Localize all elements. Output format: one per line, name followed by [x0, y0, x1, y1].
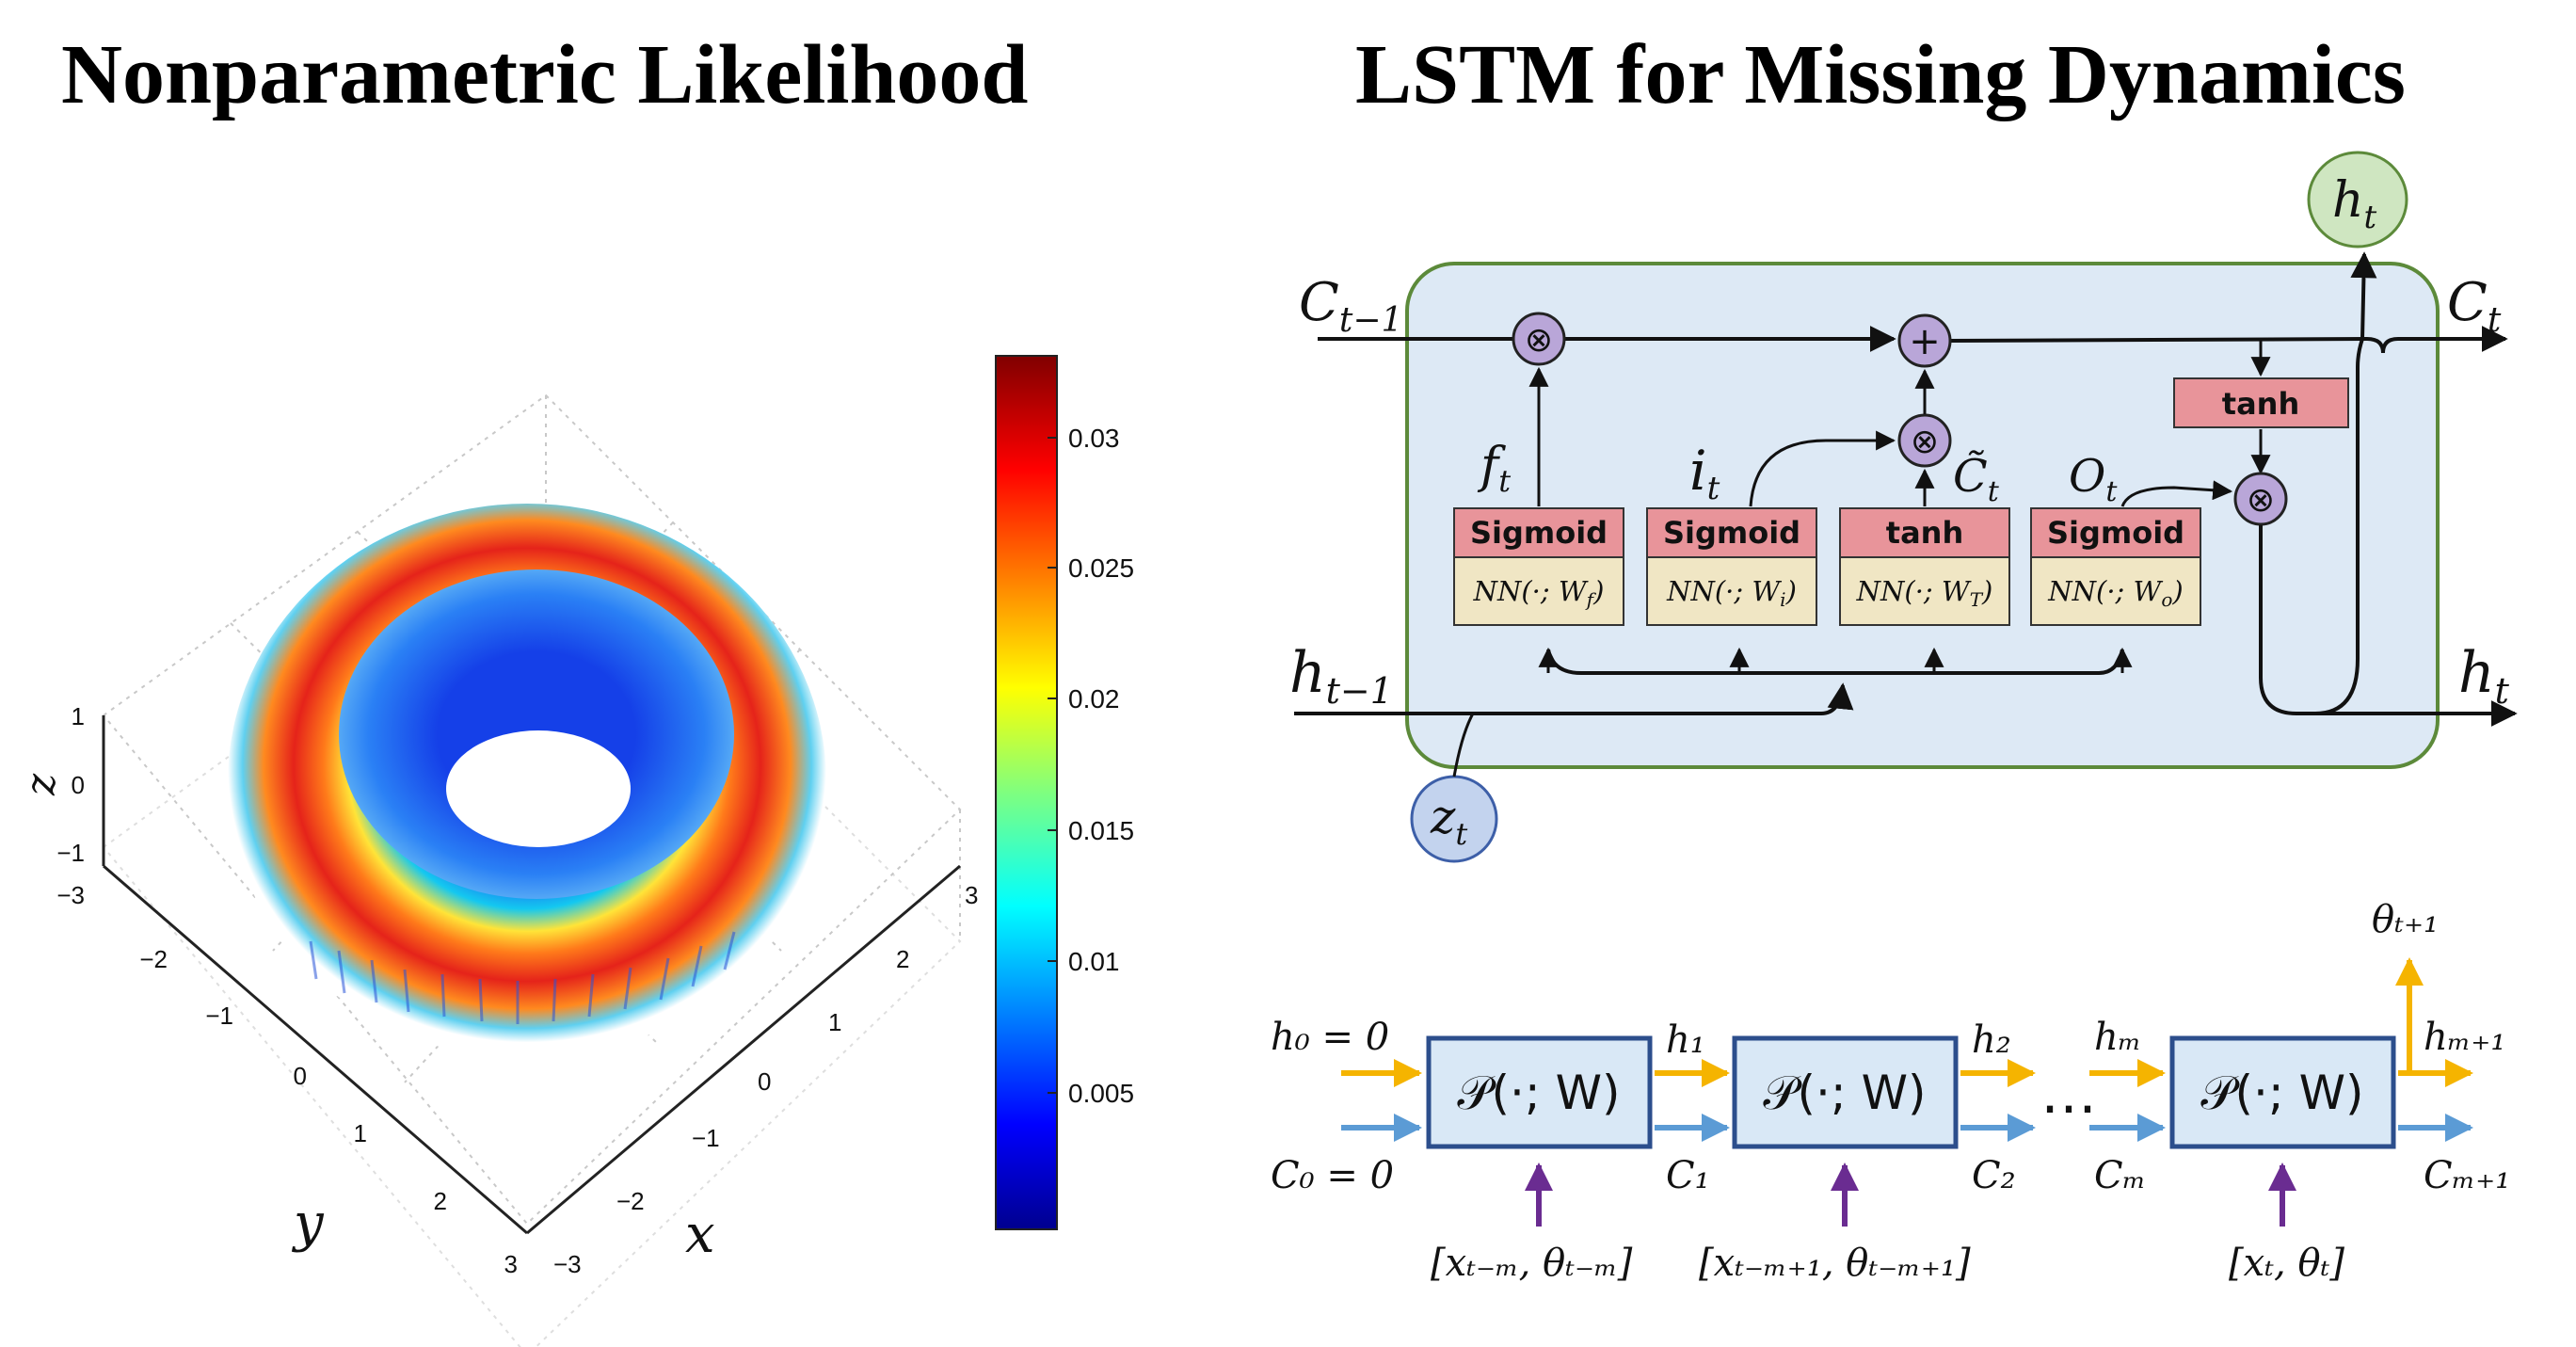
label-o: Ot — [2069, 450, 2118, 508]
y-axis-ticks: −3 −2 −1 0 1 2 3 — [56, 881, 518, 1278]
y-tick: −1 — [205, 1002, 233, 1030]
y-tick: 0 — [294, 1062, 307, 1090]
cm-label: Cₘ — [2094, 1154, 2146, 1197]
forget-multiply-node — [1512, 312, 1566, 366]
colorbar: 0.03 0.025 0.02 0.015 0.01 0.005 — [995, 355, 1134, 1230]
theta-out-label: θₜ₊₁ — [2372, 898, 2439, 941]
chain-block-label: 𝒫(·; W) — [2200, 1066, 2363, 1120]
y-axis-label: y — [291, 1193, 325, 1254]
colorbar-tick: 0.02 — [1068, 684, 1120, 714]
colorbar-tick: 0.025 — [1068, 553, 1134, 583]
output-tanh-label: tanh — [2222, 386, 2299, 422]
c-prev-label: Ct−1 — [1299, 272, 1402, 340]
h-line-out — [2259, 525, 2518, 727]
colorbar-tick: 0.015 — [1068, 816, 1134, 845]
colorbar-tick: 0.03 — [1068, 424, 1120, 453]
h-line-branch — [1459, 682, 1854, 715]
lstm-cell-diagram: ht zt Ct−1 Ct ht−1 ht Sigmoid NN(·; Wf) — [1289, 151, 2518, 863]
h-prev-label: ht−1 — [1289, 640, 1393, 712]
chain-input-3: [xₜ, θₜ] — [2229, 1242, 2344, 1285]
h1-label: h₁ — [1666, 1018, 1705, 1062]
plot-axes — [102, 715, 961, 1235]
colorbar-tick: 0.005 — [1068, 1079, 1134, 1108]
gate-output: Sigmoid NN(·; Wo) — [2030, 507, 2201, 626]
h2-label: h₂ — [1972, 1018, 2011, 1062]
chain-block-2 — [1732, 1035, 1959, 1149]
gate-network: NN(·; Wo) — [2047, 575, 2183, 611]
plus-symbol: + — [1909, 320, 1941, 363]
x-tick: 1 — [828, 1008, 841, 1036]
x-tick: 3 — [965, 881, 978, 909]
z-input-label: zt — [1430, 790, 1467, 852]
x-axis-label: x — [685, 1204, 715, 1265]
colorbar-gradient — [995, 355, 1058, 1230]
gate-activation: Sigmoid — [2047, 515, 2184, 551]
y-tick: 1 — [354, 1119, 367, 1147]
y-tick: 3 — [504, 1250, 518, 1278]
c-out-label: Ct — [2447, 272, 2502, 340]
z-tick: −1 — [56, 839, 85, 867]
h-line-up — [2314, 251, 2377, 715]
x-tick: −3 — [553, 1250, 582, 1278]
c1-label: C₁ — [1666, 1154, 1710, 1197]
z-axis-label: z — [17, 773, 65, 796]
gate-input: Sigmoid NN(·; Wi) — [1646, 507, 1817, 626]
input-multiply-node — [1897, 413, 1952, 468]
gate-candidate: tanh NN(·; WT) — [1839, 507, 2010, 626]
torus-plot: 1 0 −1 z −3 −2 −1 0 1 2 3 y −3 −2 −1 0 1… — [17, 393, 978, 1347]
x-tick: 0 — [758, 1067, 771, 1096]
gate-network: NN(·; WT) — [1856, 575, 1993, 611]
hm1-label: hₘ₊₁ — [2424, 1016, 2505, 1059]
c0-label: C₀ = 0 — [1271, 1154, 1394, 1197]
output-tanh-box — [2173, 377, 2349, 428]
h-top-node — [2307, 151, 2408, 249]
chain-block-label: 𝒫(·; W) — [1457, 1066, 1620, 1120]
z-axis-ticks: 1 0 −1 — [56, 702, 85, 867]
gate-network: NN(·; Wf) — [1473, 575, 1605, 611]
z-connector — [1452, 713, 1475, 778]
h0-label: h₀ = 0 — [1271, 1016, 1389, 1059]
multiply-symbol: ⊗ — [1525, 321, 1553, 360]
c-line-out — [1947, 326, 2508, 354]
lstm-chain-diagram: 𝒫(·; W) 𝒫(·; W) 𝒫(·; W) — [1271, 898, 2510, 1285]
x-tick: 2 — [896, 945, 909, 973]
hm-label: hₘ — [2094, 1016, 2141, 1059]
h-out-label: ht — [2458, 640, 2510, 712]
cm1-label: Cₘ₊₁ — [2424, 1154, 2510, 1197]
gate-forget: Sigmoid NN(·; Wf) — [1453, 507, 1624, 626]
x-axis-ticks: −3 −2 −1 0 1 2 3 — [553, 881, 978, 1278]
gate-activation: tanh — [1886, 515, 1963, 551]
x-tick: −1 — [692, 1124, 720, 1152]
label-i: it — [1689, 439, 1720, 507]
y-tick: −3 — [56, 881, 85, 909]
right-panel-title: LSTM for Missing Dynamics — [1355, 28, 2406, 121]
chain-input-2: [xₜ₋ₘ₊₁, θₜ₋ₘ₊₁] — [1699, 1242, 1971, 1285]
chain-block-label: 𝒫(·; W) — [1763, 1066, 1926, 1120]
label-c-tilde: C̃t — [1953, 448, 2000, 508]
colorbar-tick: 0.01 — [1068, 947, 1120, 976]
left-panel-title: Nonparametric Likelihood — [61, 28, 1029, 121]
z-tick: 0 — [72, 771, 85, 799]
gate-network: NN(·; Wi) — [1666, 575, 1797, 611]
chain-block-1 — [1426, 1035, 1653, 1149]
chain-block-3 — [2169, 1035, 2396, 1149]
gate-activation: Sigmoid — [1470, 515, 1608, 551]
y-tick: −2 — [139, 945, 168, 973]
c2-label: C₂ — [1972, 1154, 2016, 1197]
gate-activation: Sigmoid — [1663, 515, 1800, 551]
chain-input-1: [xₜ₋ₘ, θₜ₋ₘ] — [1431, 1242, 1633, 1285]
x-tick: −2 — [616, 1187, 645, 1215]
multiply-symbol: ⊗ — [1911, 423, 1939, 461]
chain-ellipsis: … — [2040, 1061, 2097, 1127]
y-tick: 2 — [434, 1187, 447, 1215]
torus-hole — [446, 730, 631, 847]
z-tick: 1 — [72, 702, 85, 730]
add-node — [1897, 313, 1952, 368]
output-multiply-node — [2233, 472, 2288, 526]
multiply-symbol: ⊗ — [2247, 481, 2275, 520]
torus-streaks — [309, 931, 736, 1024]
h-top-label: ht — [2332, 172, 2377, 236]
